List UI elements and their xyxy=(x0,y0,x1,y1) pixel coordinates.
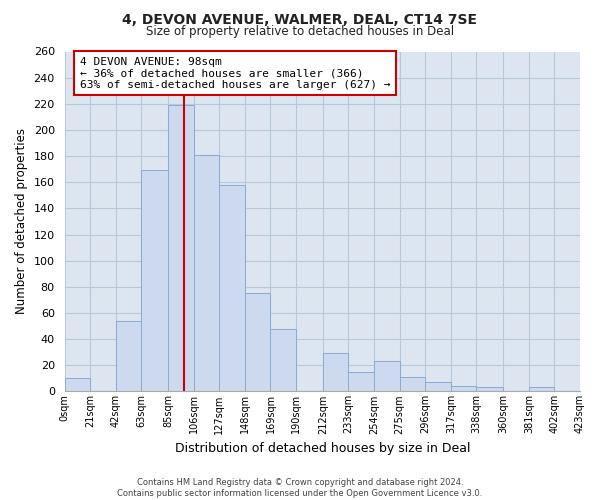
Bar xyxy=(400,377,425,392)
Bar xyxy=(194,155,219,392)
X-axis label: Distribution of detached houses by size in Deal: Distribution of detached houses by size … xyxy=(175,442,470,455)
Bar xyxy=(425,382,451,392)
Bar xyxy=(65,378,90,392)
Bar xyxy=(529,388,554,392)
Bar xyxy=(142,170,168,392)
Text: Contains HM Land Registry data © Crown copyright and database right 2024.
Contai: Contains HM Land Registry data © Crown c… xyxy=(118,478,482,498)
Bar xyxy=(476,388,503,392)
Text: Size of property relative to detached houses in Deal: Size of property relative to detached ho… xyxy=(146,25,454,38)
Bar xyxy=(245,294,271,392)
Bar xyxy=(451,386,476,392)
Bar xyxy=(349,372,374,392)
Text: 4, DEVON AVENUE, WALMER, DEAL, CT14 7SE: 4, DEVON AVENUE, WALMER, DEAL, CT14 7SE xyxy=(122,12,478,26)
Bar xyxy=(219,185,245,392)
Y-axis label: Number of detached properties: Number of detached properties xyxy=(15,128,28,314)
Bar xyxy=(271,328,296,392)
Bar xyxy=(116,321,142,392)
Text: 4 DEVON AVENUE: 98sqm
← 36% of detached houses are smaller (366)
63% of semi-det: 4 DEVON AVENUE: 98sqm ← 36% of detached … xyxy=(80,56,391,90)
Bar xyxy=(168,105,194,392)
Bar xyxy=(323,354,349,392)
Bar xyxy=(374,362,400,392)
